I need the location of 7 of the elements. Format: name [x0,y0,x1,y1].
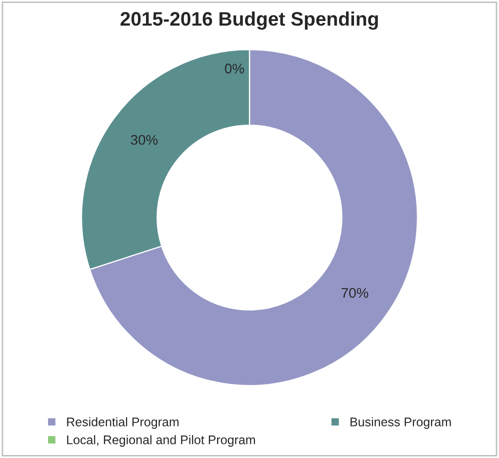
text: 0% [224,64,244,74]
legend-label: Local, Regional and Pilot Program [67,435,255,447]
data-label: 30% [130,134,158,145]
chart-title: 2015-2016 Budget Spending [120,12,378,30]
legend-label: Residential Program [67,417,179,429]
data-label: 70% [342,288,368,298]
legend-label: Business Program [350,417,451,429]
